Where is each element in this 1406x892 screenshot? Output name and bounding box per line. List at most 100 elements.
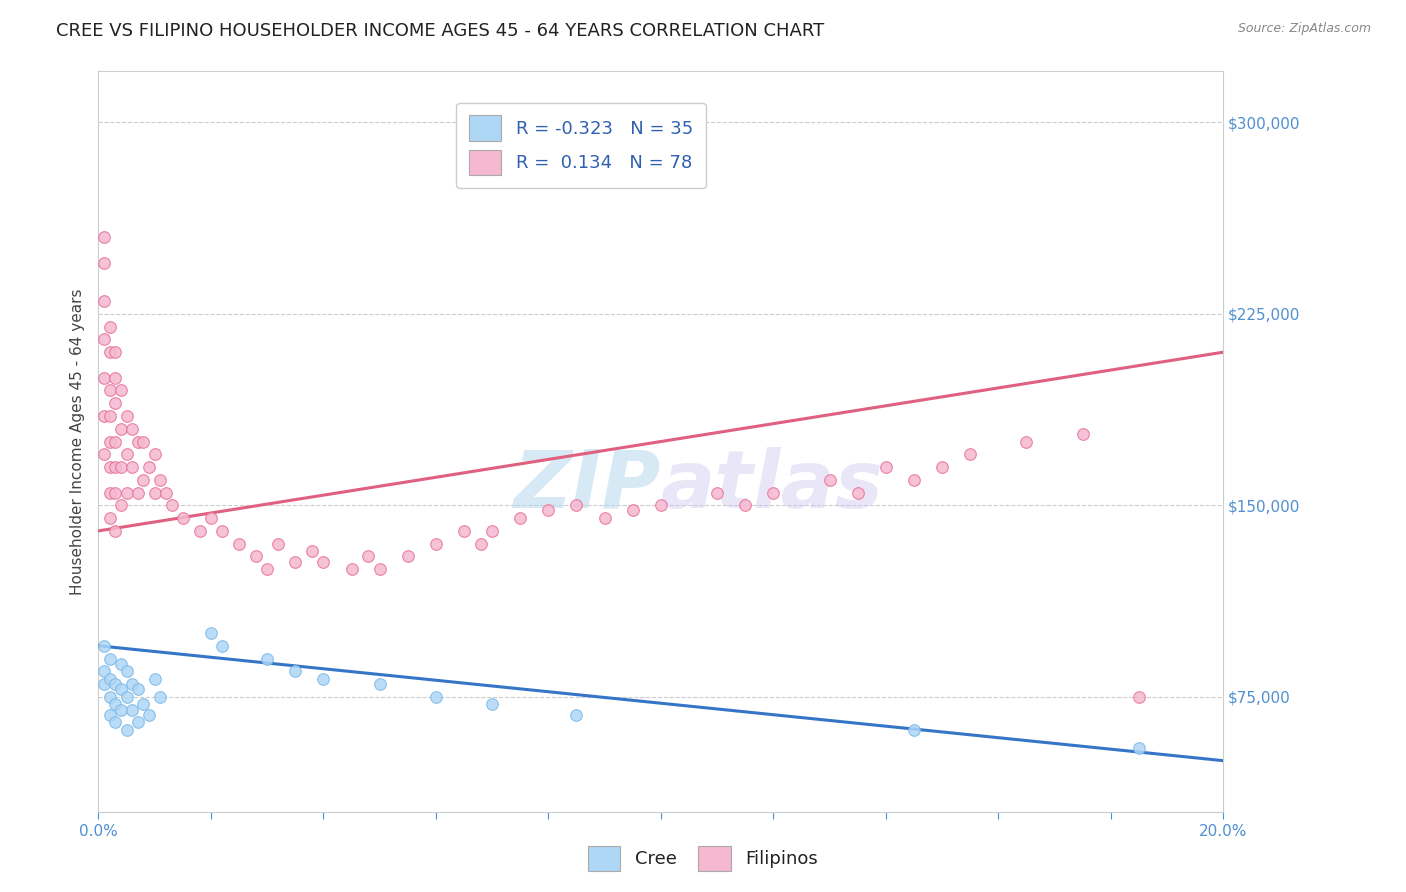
Point xyxy=(143,447,166,461)
Point xyxy=(143,485,166,500)
Text: atlas: atlas xyxy=(661,447,883,525)
Point xyxy=(267,536,290,550)
Point xyxy=(284,665,307,679)
Point xyxy=(110,682,132,697)
Point xyxy=(228,536,250,550)
Point xyxy=(115,447,138,461)
Point xyxy=(110,460,132,475)
Point xyxy=(121,460,143,475)
Point xyxy=(110,703,132,717)
Point xyxy=(143,672,166,686)
Point xyxy=(284,555,307,569)
Point xyxy=(98,409,121,423)
Point xyxy=(959,447,981,461)
Point xyxy=(110,499,132,513)
Point xyxy=(115,723,138,737)
Point xyxy=(115,485,138,500)
Point xyxy=(132,434,155,449)
Point xyxy=(509,511,531,525)
Text: CREE VS FILIPINO HOUSEHOLDER INCOME AGES 45 - 64 YEARS CORRELATION CHART: CREE VS FILIPINO HOUSEHOLDER INCOME AGES… xyxy=(56,22,824,40)
Point xyxy=(127,485,149,500)
Point xyxy=(1015,434,1038,449)
Point xyxy=(110,657,132,671)
Point xyxy=(93,665,115,679)
Point xyxy=(115,665,138,679)
Point xyxy=(98,460,121,475)
Y-axis label: Householder Income Ages 45 - 64 years: Householder Income Ages 45 - 64 years xyxy=(69,288,84,595)
Point xyxy=(565,707,588,722)
Point xyxy=(98,485,121,500)
Point xyxy=(425,536,447,550)
Point xyxy=(1128,690,1150,704)
Point xyxy=(98,690,121,704)
Point xyxy=(104,460,127,475)
Point xyxy=(734,499,756,513)
Point xyxy=(706,485,728,500)
Point xyxy=(621,503,644,517)
Point xyxy=(155,485,177,500)
Point xyxy=(93,230,115,244)
Point xyxy=(93,333,115,347)
Point xyxy=(98,672,121,686)
Point xyxy=(875,460,897,475)
Point xyxy=(104,396,127,410)
Point xyxy=(818,473,841,487)
Point xyxy=(537,503,560,517)
Point xyxy=(160,499,183,513)
Point xyxy=(93,370,115,384)
Point xyxy=(368,677,391,691)
Point xyxy=(110,422,132,436)
Point xyxy=(104,370,127,384)
Point xyxy=(98,384,121,398)
Point xyxy=(98,651,121,665)
Point xyxy=(127,715,149,730)
Point xyxy=(93,677,115,691)
Point xyxy=(931,460,953,475)
Point xyxy=(245,549,267,564)
Point xyxy=(481,524,503,538)
Point xyxy=(121,422,143,436)
Point xyxy=(98,319,121,334)
Point xyxy=(312,555,335,569)
Point xyxy=(127,434,149,449)
Point xyxy=(211,524,233,538)
Point xyxy=(115,409,138,423)
Point xyxy=(138,707,160,722)
Point xyxy=(127,682,149,697)
Point xyxy=(650,499,672,513)
Point xyxy=(172,511,194,525)
Point xyxy=(565,499,588,513)
Point xyxy=(104,434,127,449)
Point xyxy=(149,690,172,704)
Point xyxy=(104,485,127,500)
Legend: Cree, Filipinos: Cree, Filipinos xyxy=(581,838,825,879)
Point xyxy=(211,639,233,653)
Point xyxy=(149,473,172,487)
Point xyxy=(200,511,222,525)
Point xyxy=(593,511,616,525)
Point xyxy=(340,562,363,576)
Point xyxy=(93,256,115,270)
Point xyxy=(256,562,278,576)
Point xyxy=(301,544,323,558)
Point xyxy=(132,698,155,712)
Point xyxy=(903,473,925,487)
Point xyxy=(104,677,127,691)
Point xyxy=(312,672,335,686)
Point xyxy=(256,651,278,665)
Point xyxy=(1128,740,1150,755)
Point xyxy=(132,473,155,487)
Point xyxy=(104,698,127,712)
Point xyxy=(98,434,121,449)
Point xyxy=(762,485,785,500)
Point xyxy=(93,447,115,461)
Point xyxy=(121,703,143,717)
Point xyxy=(846,485,869,500)
Point xyxy=(121,677,143,691)
Point xyxy=(396,549,419,564)
Point xyxy=(470,536,492,550)
Point xyxy=(93,639,115,653)
Point xyxy=(368,562,391,576)
Point xyxy=(357,549,380,564)
Point xyxy=(98,707,121,722)
